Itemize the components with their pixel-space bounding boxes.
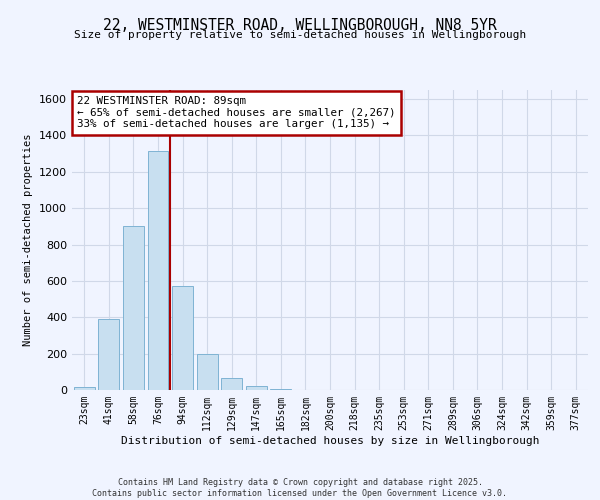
- Bar: [246, 386, 267, 390]
- Bar: [74, 388, 95, 390]
- Bar: [98, 319, 119, 390]
- Bar: [148, 151, 169, 390]
- Bar: [221, 378, 242, 390]
- Bar: [197, 354, 218, 390]
- Text: 22 WESTMINSTER ROAD: 89sqm
← 65% of semi-detached houses are smaller (2,267)
33%: 22 WESTMINSTER ROAD: 89sqm ← 65% of semi…: [77, 96, 395, 129]
- X-axis label: Distribution of semi-detached houses by size in Wellingborough: Distribution of semi-detached houses by …: [121, 436, 539, 446]
- Bar: [123, 226, 144, 390]
- Bar: [271, 389, 292, 390]
- Text: Size of property relative to semi-detached houses in Wellingborough: Size of property relative to semi-detach…: [74, 30, 526, 40]
- Bar: [172, 286, 193, 390]
- Y-axis label: Number of semi-detached properties: Number of semi-detached properties: [23, 134, 34, 346]
- Text: Contains HM Land Registry data © Crown copyright and database right 2025.
Contai: Contains HM Land Registry data © Crown c…: [92, 478, 508, 498]
- Text: 22, WESTMINSTER ROAD, WELLINGBOROUGH, NN8 5YR: 22, WESTMINSTER ROAD, WELLINGBOROUGH, NN…: [103, 18, 497, 32]
